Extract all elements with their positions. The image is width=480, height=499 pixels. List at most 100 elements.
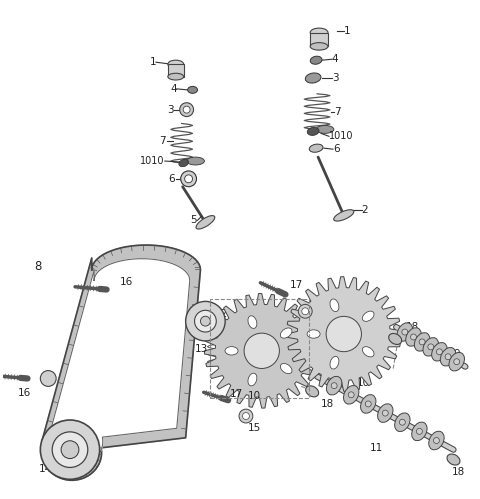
Circle shape bbox=[183, 106, 190, 113]
Text: 7: 7 bbox=[334, 107, 340, 117]
Circle shape bbox=[52, 432, 88, 468]
Ellipse shape bbox=[330, 299, 339, 311]
Ellipse shape bbox=[449, 352, 465, 371]
Polygon shape bbox=[42, 245, 201, 480]
Circle shape bbox=[180, 171, 196, 187]
Text: 7: 7 bbox=[159, 136, 166, 146]
Text: 1010: 1010 bbox=[329, 131, 353, 141]
Ellipse shape bbox=[168, 73, 184, 80]
Ellipse shape bbox=[362, 347, 374, 357]
Ellipse shape bbox=[330, 356, 339, 369]
Circle shape bbox=[40, 371, 56, 386]
Ellipse shape bbox=[188, 86, 197, 93]
Circle shape bbox=[185, 175, 192, 183]
Circle shape bbox=[436, 349, 443, 355]
Ellipse shape bbox=[447, 454, 460, 465]
Text: 18: 18 bbox=[321, 399, 334, 409]
Text: 16: 16 bbox=[18, 388, 31, 398]
Bar bbox=[210, 299, 309, 398]
Circle shape bbox=[331, 383, 337, 389]
Circle shape bbox=[419, 339, 425, 345]
Ellipse shape bbox=[344, 386, 359, 404]
Text: 3: 3 bbox=[167, 105, 174, 115]
Ellipse shape bbox=[397, 323, 413, 341]
Circle shape bbox=[399, 419, 405, 425]
Ellipse shape bbox=[307, 127, 319, 135]
Circle shape bbox=[410, 334, 417, 340]
Ellipse shape bbox=[225, 347, 238, 355]
Text: 18: 18 bbox=[452, 468, 465, 478]
Polygon shape bbox=[50, 258, 190, 466]
Ellipse shape bbox=[414, 333, 430, 351]
Ellipse shape bbox=[306, 386, 319, 397]
Ellipse shape bbox=[307, 330, 320, 338]
Text: 18: 18 bbox=[406, 322, 420, 332]
Ellipse shape bbox=[168, 60, 184, 68]
Ellipse shape bbox=[423, 338, 439, 356]
Text: 11: 11 bbox=[370, 443, 383, 453]
Text: 14: 14 bbox=[39, 465, 52, 475]
Ellipse shape bbox=[280, 363, 292, 374]
Ellipse shape bbox=[305, 73, 321, 83]
Text: 8: 8 bbox=[35, 260, 42, 273]
Text: 17: 17 bbox=[289, 279, 303, 289]
Circle shape bbox=[383, 410, 388, 416]
Ellipse shape bbox=[395, 413, 410, 432]
Ellipse shape bbox=[248, 373, 257, 386]
Ellipse shape bbox=[389, 333, 402, 344]
Text: 4: 4 bbox=[170, 84, 177, 94]
Circle shape bbox=[298, 304, 312, 318]
Ellipse shape bbox=[316, 125, 334, 133]
Text: 15: 15 bbox=[248, 423, 261, 433]
Ellipse shape bbox=[360, 395, 376, 413]
Ellipse shape bbox=[406, 328, 421, 346]
Text: 16: 16 bbox=[120, 276, 132, 286]
Circle shape bbox=[40, 420, 100, 480]
Ellipse shape bbox=[432, 342, 447, 361]
Text: 12: 12 bbox=[216, 309, 228, 319]
Text: 1: 1 bbox=[149, 57, 156, 67]
Ellipse shape bbox=[310, 56, 322, 64]
Text: 15: 15 bbox=[306, 319, 320, 329]
Text: 6: 6 bbox=[168, 174, 175, 184]
Circle shape bbox=[454, 359, 460, 365]
Ellipse shape bbox=[412, 422, 427, 441]
Text: 9: 9 bbox=[454, 349, 460, 359]
Ellipse shape bbox=[310, 42, 328, 50]
Ellipse shape bbox=[310, 28, 328, 37]
Circle shape bbox=[417, 429, 422, 434]
Text: 1: 1 bbox=[344, 25, 350, 35]
Text: 17: 17 bbox=[230, 389, 243, 399]
Circle shape bbox=[433, 438, 439, 444]
Text: 1010: 1010 bbox=[140, 156, 165, 166]
Text: 4: 4 bbox=[332, 54, 338, 64]
Circle shape bbox=[348, 392, 354, 398]
Ellipse shape bbox=[440, 347, 456, 366]
Text: 10: 10 bbox=[248, 391, 262, 401]
Circle shape bbox=[180, 103, 193, 117]
Circle shape bbox=[186, 301, 225, 341]
Circle shape bbox=[402, 329, 408, 335]
Ellipse shape bbox=[429, 431, 444, 450]
Ellipse shape bbox=[326, 376, 342, 395]
Ellipse shape bbox=[334, 210, 354, 221]
Circle shape bbox=[428, 344, 434, 350]
Circle shape bbox=[194, 310, 216, 332]
Text: 2: 2 bbox=[361, 206, 368, 216]
Ellipse shape bbox=[378, 404, 393, 422]
Circle shape bbox=[201, 316, 210, 326]
Circle shape bbox=[61, 441, 79, 459]
Circle shape bbox=[244, 333, 279, 368]
Ellipse shape bbox=[196, 216, 215, 229]
Ellipse shape bbox=[187, 157, 204, 165]
Text: 6: 6 bbox=[333, 144, 339, 154]
Circle shape bbox=[242, 413, 250, 420]
Ellipse shape bbox=[179, 159, 189, 167]
Ellipse shape bbox=[362, 311, 374, 321]
Polygon shape bbox=[287, 276, 401, 391]
Ellipse shape bbox=[309, 144, 323, 152]
Bar bbox=[310, 32, 328, 46]
Text: 13: 13 bbox=[195, 344, 208, 354]
Text: 3: 3 bbox=[332, 73, 338, 83]
Circle shape bbox=[365, 401, 371, 407]
